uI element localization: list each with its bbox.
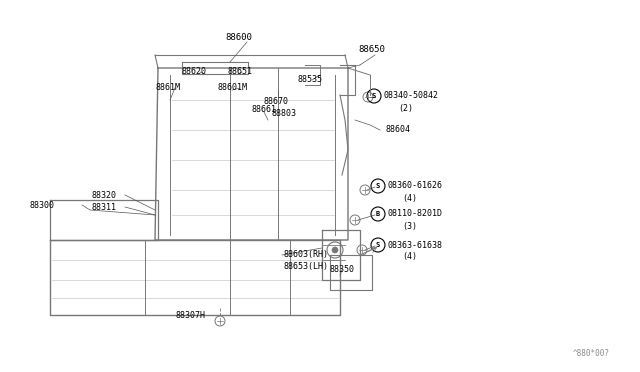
Text: ^880*00?: ^880*00? [573, 349, 610, 358]
Text: 88320: 88320 [92, 190, 117, 199]
Text: 88803: 88803 [272, 109, 297, 119]
Circle shape [360, 185, 370, 195]
Text: 08360-61626: 08360-61626 [388, 182, 443, 190]
Text: (2): (2) [398, 103, 413, 112]
Circle shape [363, 92, 373, 102]
Circle shape [332, 247, 338, 253]
Circle shape [215, 316, 225, 326]
Text: 88300: 88300 [30, 201, 55, 209]
Text: 88670: 88670 [263, 97, 288, 106]
Text: (3): (3) [402, 221, 417, 231]
Text: 88661: 88661 [252, 106, 277, 115]
Text: 88535: 88535 [298, 76, 323, 84]
Text: (4): (4) [402, 253, 417, 262]
Text: 88620: 88620 [182, 67, 207, 77]
Text: 88651: 88651 [228, 67, 253, 77]
Text: (4): (4) [402, 193, 417, 202]
Text: 88601M: 88601M [218, 83, 248, 93]
Text: 88307H: 88307H [176, 311, 206, 321]
Text: 88350: 88350 [330, 266, 355, 275]
Text: 88604: 88604 [385, 125, 410, 135]
Text: 08363-61638: 08363-61638 [388, 241, 443, 250]
Text: 88311: 88311 [92, 202, 117, 212]
Text: 88603(RH): 88603(RH) [283, 250, 328, 260]
Text: 88650: 88650 [358, 45, 385, 55]
Text: S: S [376, 242, 380, 248]
Text: 08110-8201D: 08110-8201D [388, 209, 443, 218]
Text: 88653(LH): 88653(LH) [283, 263, 328, 272]
Text: 8861M: 8861M [155, 83, 180, 93]
Text: 88600: 88600 [225, 33, 252, 42]
Circle shape [357, 245, 367, 255]
Text: B: B [376, 211, 380, 217]
Circle shape [350, 215, 360, 225]
Text: S: S [372, 93, 376, 99]
Text: 08340-50842: 08340-50842 [384, 92, 439, 100]
Text: S: S [376, 183, 380, 189]
